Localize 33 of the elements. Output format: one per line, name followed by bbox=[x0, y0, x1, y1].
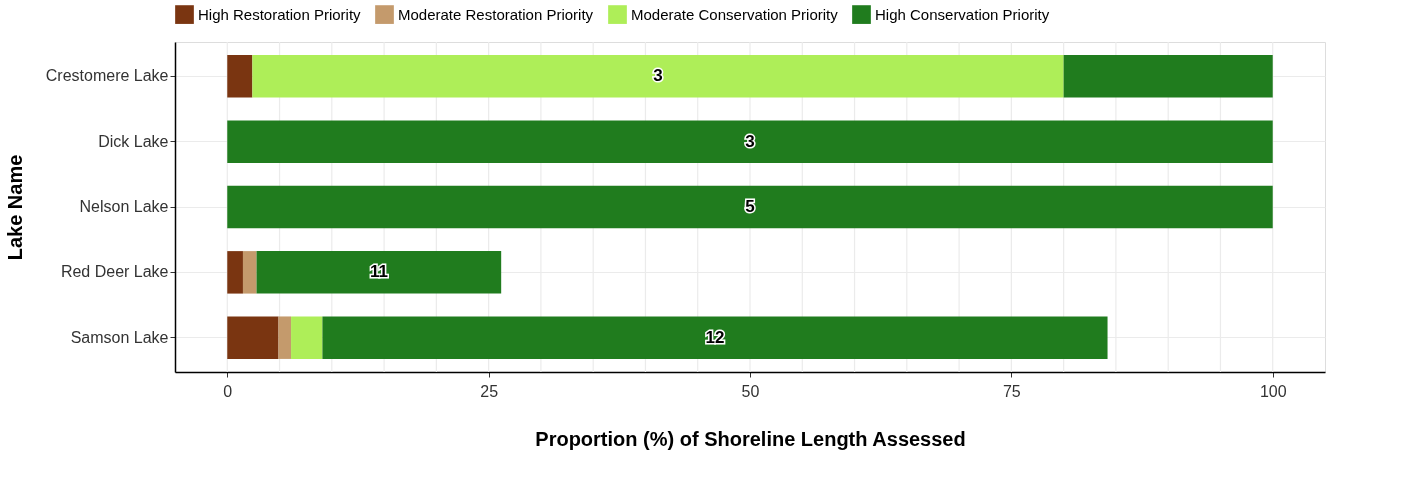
y-tick-label: Dick Lake bbox=[98, 132, 169, 150]
x-tick-label: 0 bbox=[223, 382, 233, 400]
y-tick-label: Nelson Lake bbox=[79, 198, 169, 215]
bar bbox=[227, 55, 253, 98]
bar bbox=[322, 316, 1108, 359]
legend-label: High Restoration Priority bbox=[198, 5, 362, 23]
x-tick-label: 50 bbox=[741, 382, 760, 400]
bar bbox=[278, 316, 292, 359]
bar bbox=[227, 185, 1273, 229]
legend-label: Moderate Restoration Priority bbox=[398, 5, 594, 23]
bar bbox=[227, 120, 1273, 163]
annotation: 3 bbox=[745, 131, 755, 151]
x-tick-label: 75 bbox=[1002, 382, 1021, 400]
bar bbox=[227, 251, 243, 294]
y-tick-label: Samson Lake bbox=[70, 328, 169, 346]
annotation: 12 bbox=[705, 327, 725, 347]
bar bbox=[291, 316, 323, 359]
bar bbox=[1063, 55, 1273, 98]
x-axis-title: Proportion (%) of Shoreline Length Assessed bbox=[535, 427, 966, 450]
bar bbox=[252, 55, 1064, 98]
bar bbox=[227, 316, 279, 359]
y-axis-title: Lake Name bbox=[3, 154, 26, 261]
legend-label: High Conservation Priority bbox=[875, 5, 1050, 23]
y-tick-label: Red Deer Lake bbox=[60, 263, 169, 281]
annotation: 5 bbox=[745, 197, 755, 216]
y-tick-label: Crestomere Lake bbox=[45, 67, 169, 85]
annotation: 11 bbox=[369, 262, 388, 282]
annotation: 3 bbox=[653, 66, 663, 86]
x-tick-label: 25 bbox=[480, 382, 499, 400]
bar bbox=[256, 251, 502, 294]
legend-label: Moderate Conservation Priority bbox=[631, 5, 839, 23]
x-tick-label: 100 bbox=[1259, 382, 1287, 400]
bar bbox=[242, 251, 257, 294]
